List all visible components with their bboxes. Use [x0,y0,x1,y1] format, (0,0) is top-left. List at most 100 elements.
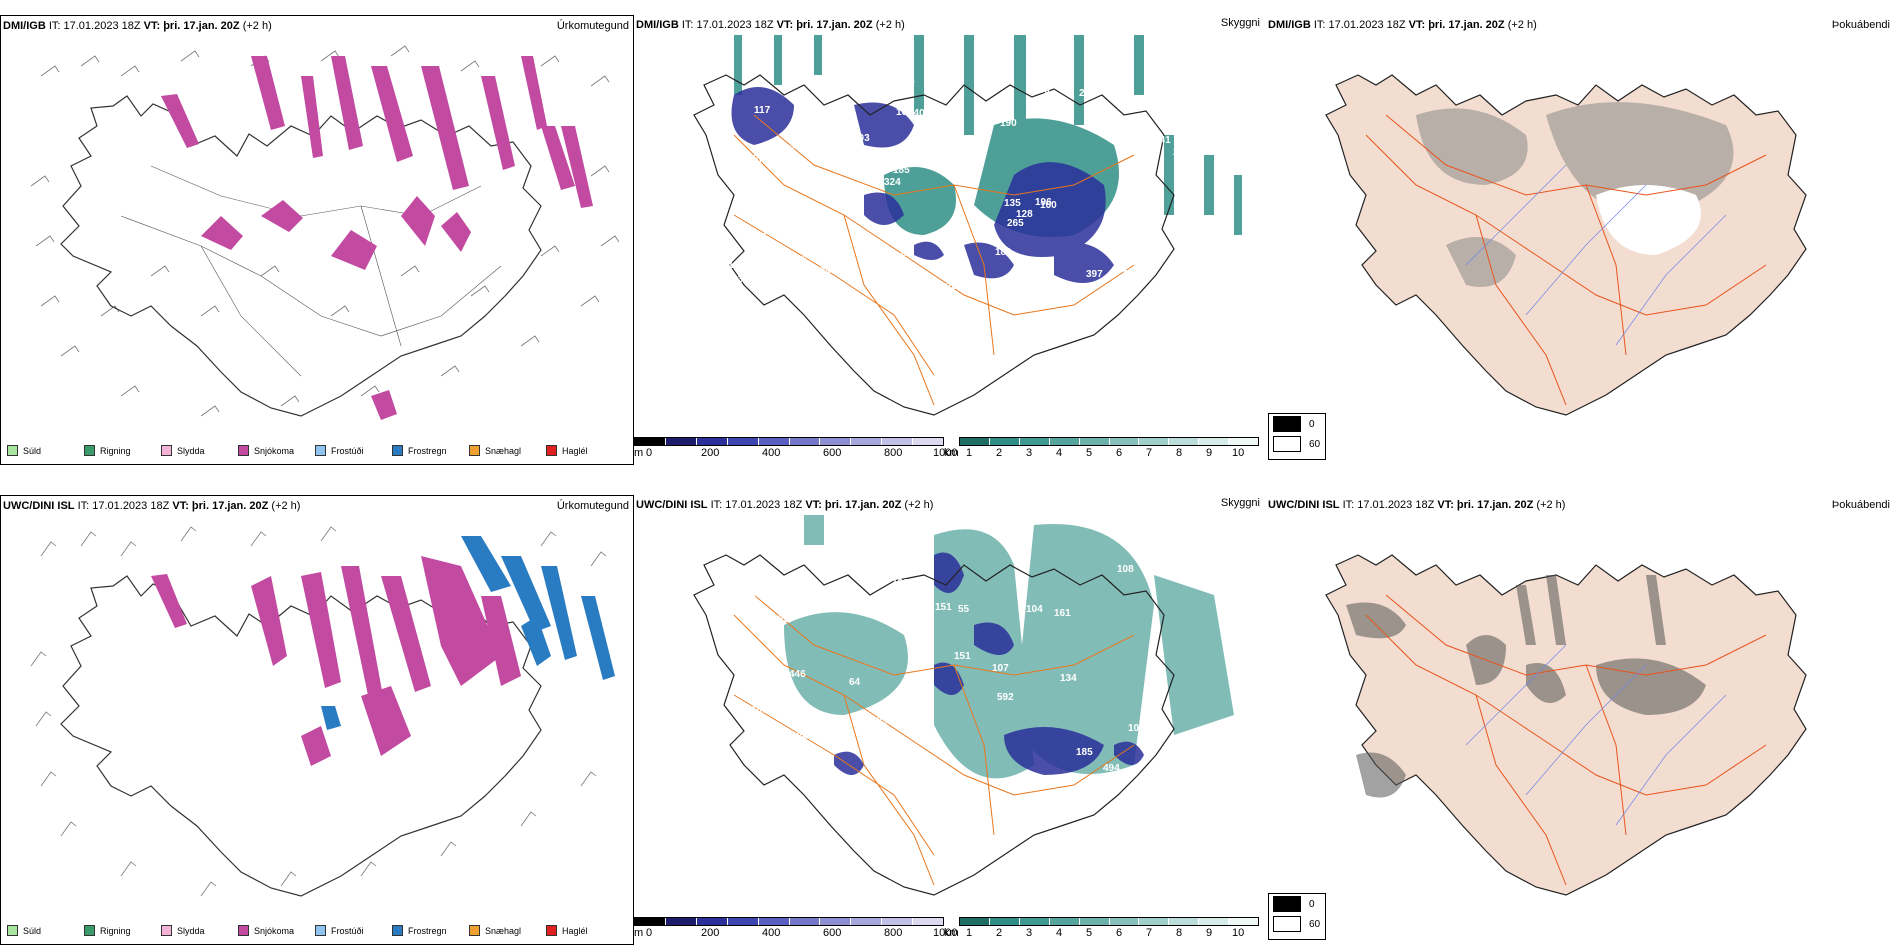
cloud-height-label: 324 [884,177,901,188]
cloud-height-label: 168 [764,741,781,752]
cloud-height-label: 190 [815,225,832,236]
legend-item-snow: Snjókoma [238,925,315,936]
cloud-height-label: 107 [751,705,768,716]
cloud-height-label: 175 [898,76,915,87]
cloud-height-label: 117 [754,105,771,116]
cloud-height-label: 181 [995,247,1012,258]
cloud-height-label: 257 [747,154,764,165]
cloud-height-label: 128 [1016,209,1033,220]
fog-indicator-map [1325,554,1807,896]
visibility-colorbar [959,917,1259,926]
cloud-height-label: 160 [1040,200,1057,211]
cloud-height-label: 265 [1007,218,1024,229]
cloud-height-label: 134 [1060,673,1077,684]
cloud-height-label: 88 [749,231,761,242]
cloud-height-label: 107 [992,663,1009,674]
legend-item-snow-pellets: Snæhagl [469,445,546,456]
cloud-height-label: 251 [745,589,762,600]
cloud-height-label: 133 [797,239,814,250]
panel-title: DMI/IGB IT: 17.01.2023 18Z VT: þri. 17.j… [3,20,272,32]
cloud-height-label: 98 [769,284,781,295]
river-network [1465,164,1727,346]
cloud-height-label: 234 [840,135,857,146]
legend-item-rain: Rigning [84,925,161,936]
cloud-height-label: 121 [762,226,779,237]
cloud-visibility-map: 175 257 158 324 190 280 106 160 121 203 104 204 140 1… [693,35,1242,416]
cloud-height-label: 189 [1033,85,1050,96]
cloud-height-label: 280 [769,273,786,284]
fog-indicator-panel-row2: UWC/DINI ISL IT: 17.01.2023 18Z VT: þri.… [1266,495,1900,945]
cloud-height-label: 35 [898,153,910,164]
panel-title: UWC/DINI ISL IT: 17.01.2023 18Z VT: þri.… [636,499,934,511]
fog-legend-row2: 0 60 [1268,893,1326,940]
legend-item-snow: Snjókoma [238,445,315,456]
cloud-height-label: 158 [1131,98,1148,109]
road-network [733,114,1135,406]
precip-type-map [30,526,615,897]
cloud-height-label: 260 [946,281,963,292]
cloud-height-label: 196 [1035,197,1052,208]
cloud-height-label: 105 [1128,723,1145,734]
fog-legend-row1: 0 60 [1268,413,1326,460]
legend-item-rain: Rigning [84,445,161,456]
road-network [1365,114,1767,406]
cloud-height-label: 140 [908,108,925,119]
iceland-outline [60,95,542,417]
legend-item-drizzle: Súld [7,925,84,936]
cloud-height-label: 108 [1117,564,1134,575]
cloud-height-label: 165 [772,614,789,625]
precip-type-legend: Súld Rigning Slydda Snjókoma Frostúði Fr… [7,445,623,456]
panel-parameter-label: Skyggni [1220,17,1260,29]
legend-item-freezing-drizzle: Frostúði [315,445,392,456]
cloud-height-label: 122 [892,578,909,589]
cloud-height-label: 161 [1054,608,1071,619]
panel-title: DMI/IGB IT: 17.01.2023 18Z VT: þri. 17.j… [1268,19,1537,31]
cloud-height-label: 135 [1004,198,1021,209]
cloud-height-label: 104 [728,260,745,271]
road-network [120,165,502,377]
cloud-height-colorbar [634,437,944,446]
panel-parameter-label: Úrkomutegund [556,500,629,512]
cloud-height-label: 151 [954,651,971,662]
precip-type-map [30,45,620,420]
precip-type-panel-row1: DMI/IGB IT: 17.01.2023 18Z VT: þri. 17.j… [0,15,634,465]
legend-item-freezing-drizzle: Frostúði [315,925,392,936]
cloud-height-label: 217 [1173,147,1190,158]
cloud-height-label: 114 [961,159,978,170]
cloud-height-label: 138 [729,643,746,654]
panel-title: UWC/DINI ISL IT: 17.01.2023 18Z VT: þri.… [1268,499,1566,511]
cloud-height-label: 106 [896,107,913,118]
legend-item-freezing-rain: Frostregn [392,445,469,456]
cloud-height-colorbar [634,917,944,926]
fog-indicator-map [1325,74,1807,416]
legend-item-drizzle: Súld [7,445,84,456]
cloud-height-label: 323 [893,240,910,251]
visibility-colorbar [959,437,1259,446]
panel-parameter-label: Skyggni [1220,497,1260,509]
cloud-height-label: 243 [790,143,807,154]
legend-item-hail: Haglél [546,925,623,936]
legend-item-hail: Haglél [546,445,623,456]
cloud-height-label: 446 [789,669,806,680]
cloud-height-label: 185 [1076,747,1093,758]
cloud-height-label: 157 [812,108,829,119]
panel-parameter-label: Úrkomutegund [556,20,629,32]
cloud-height-label: 115 [960,153,977,164]
snow-areas [161,56,593,420]
cloud-height-label: 104 [814,266,831,277]
cloud-height-label: 78 [1162,90,1174,101]
cloud-visibility-panel-row2: UWC/DINI ISL IT: 17.01.2023 18Z VT: þri.… [634,495,1264,945]
legend-item-snow-pellets: Snæhagl [469,925,546,936]
wind-barbs [30,45,620,417]
cloud-height-label: 494 [1103,763,1120,774]
cloud-height-label: 104 [1026,604,1043,615]
cloud-height-label: 224 [791,731,808,742]
precip-type-legend: Súld Rigning Slydda Snjókoma Frostúði Fr… [7,925,623,936]
panel-title: DMI/IGB IT: 17.01.2023 18Z VT: þri. 17.j… [636,19,905,31]
cloud-height-label: 29 [938,239,950,250]
cloud-height-label: 175 [1123,269,1140,280]
cloud-height-label: 133 [968,144,985,155]
fog-indicator-panel-row1: DMI/IGB IT: 17.01.2023 18Z VT: þri. 17.j… [1266,15,1900,465]
panel-parameter-label: Þokuábendi [1831,499,1890,511]
iceland-outline [693,74,1175,416]
